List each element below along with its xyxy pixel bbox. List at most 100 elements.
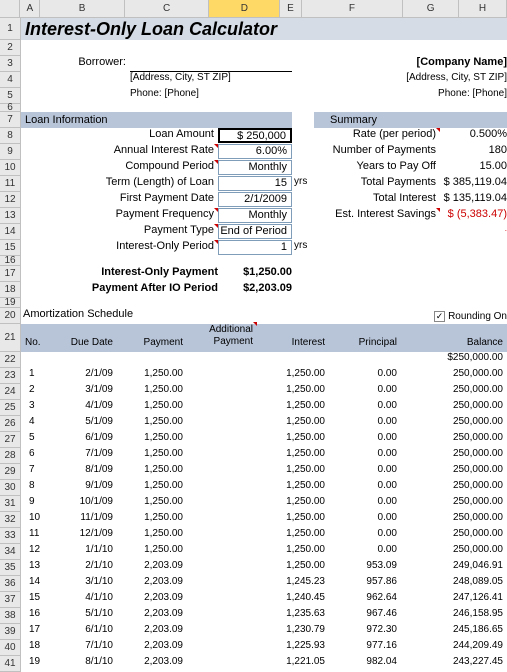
amort-principal: 967.46: [329, 608, 401, 624]
amort-addl[interactable]: [187, 400, 257, 416]
col-header-A[interactable]: A: [20, 0, 40, 17]
amort-addl[interactable]: [187, 480, 257, 496]
loan-info-header: Loan Information: [21, 112, 292, 128]
row-number[interactable]: 35: [0, 560, 21, 576]
row-number[interactable]: 12: [0, 192, 21, 208]
row-number[interactable]: 27: [0, 432, 21, 448]
amort-addl[interactable]: [187, 640, 257, 656]
amort-addl[interactable]: [187, 384, 257, 400]
amort-balance: 245,186.65: [401, 624, 507, 640]
row-number[interactable]: 21: [0, 324, 21, 352]
loan-input[interactable]: 1: [218, 240, 292, 255]
col-header-B[interactable]: B: [40, 0, 124, 17]
row-number[interactable]: 9: [0, 144, 21, 160]
amort-addl[interactable]: [187, 368, 257, 384]
row-number[interactable]: 25: [0, 400, 21, 416]
row-number[interactable]: 40: [0, 640, 21, 656]
amort-addl[interactable]: [187, 448, 257, 464]
row-number[interactable]: 17: [0, 266, 21, 282]
row-number[interactable]: 23: [0, 368, 21, 384]
amort-addl[interactable]: [187, 496, 257, 512]
row-number[interactable]: 4: [0, 72, 21, 88]
row-number[interactable]: 16: [0, 256, 21, 266]
row-number[interactable]: 30: [0, 480, 21, 496]
amort-addl[interactable]: [187, 512, 257, 528]
amort-addl[interactable]: [187, 416, 257, 432]
row-number[interactable]: 8: [0, 128, 21, 144]
amort-balance: 250,000.00: [401, 464, 507, 480]
amort-interest: 1,250.00: [257, 368, 329, 384]
row-number[interactable]: 19: [0, 298, 21, 308]
row-number[interactable]: 24: [0, 384, 21, 400]
row-number[interactable]: 13: [0, 208, 21, 224]
row-number[interactable]: 11: [0, 176, 21, 192]
amort-addl[interactable]: [187, 608, 257, 624]
amort-interest: 1,240.45: [257, 592, 329, 608]
row-number[interactable]: 6: [0, 104, 21, 112]
row-number[interactable]: 29: [0, 464, 21, 480]
amort-balance: 246,158.95: [401, 608, 507, 624]
amort-addl[interactable]: [187, 560, 257, 576]
row-number[interactable]: 38: [0, 608, 21, 624]
row-number[interactable]: 22: [0, 352, 21, 368]
row-number[interactable]: 33: [0, 528, 21, 544]
amort-addl[interactable]: [187, 464, 257, 480]
row-number[interactable]: 31: [0, 496, 21, 512]
row-number[interactable]: 18: [0, 282, 21, 298]
company-phone: Phone: [Phone]: [314, 88, 507, 104]
amort-payment: 1,250.00: [117, 528, 187, 544]
row-number[interactable]: 1: [0, 18, 21, 40]
loan-input[interactable]: 6.00%: [218, 144, 292, 159]
row-number[interactable]: 39: [0, 624, 21, 640]
rounding-checkbox[interactable]: ✓ Rounding On: [292, 308, 507, 324]
row-number[interactable]: 41: [0, 656, 21, 672]
amort-principal: 0.00: [329, 416, 401, 432]
amort-balance: 250,000.00: [401, 416, 507, 432]
loan-input[interactable]: $ 250,000: [218, 128, 292, 143]
row-number[interactable]: 10: [0, 160, 21, 176]
row-number[interactable]: 20: [0, 308, 21, 324]
row-number[interactable]: 14: [0, 224, 21, 240]
borrower-name-field[interactable]: [130, 56, 292, 72]
col-payment: Payment: [117, 335, 187, 350]
row-number[interactable]: 26: [0, 416, 21, 432]
col-header-H[interactable]: H: [459, 0, 507, 17]
col-principal: Principal: [329, 335, 401, 350]
corner-cell[interactable]: [0, 0, 20, 17]
col-header-D[interactable]: D: [209, 0, 280, 17]
row-number[interactable]: 34: [0, 544, 21, 560]
amort-addl[interactable]: [187, 432, 257, 448]
col-header-C[interactable]: C: [125, 0, 209, 17]
amort-payment: 1,250.00: [117, 544, 187, 560]
amort-addl[interactable]: [187, 592, 257, 608]
loan-input[interactable]: Monthly: [218, 160, 292, 175]
summary-value: $ (5,383.47): [440, 208, 507, 224]
row-number[interactable]: 32: [0, 512, 21, 528]
amort-addl[interactable]: [187, 624, 257, 640]
col-header-F[interactable]: F: [302, 0, 404, 17]
amort-addl[interactable]: [187, 656, 257, 672]
amort-principal: 0.00: [329, 400, 401, 416]
amort-balance: 250,000.00: [401, 384, 507, 400]
row-number[interactable]: 2: [0, 40, 21, 56]
loan-input[interactable]: 15: [218, 176, 292, 191]
amort-due: 6/1/09: [51, 432, 117, 448]
page-title: Interest-Only Loan Calculator: [21, 19, 277, 40]
row-number[interactable]: 15: [0, 240, 21, 256]
summary-label: Est. Interest Savings: [314, 208, 440, 224]
col-header-G[interactable]: G: [403, 0, 459, 17]
row-number[interactable]: 37: [0, 592, 21, 608]
row-number[interactable]: 28: [0, 448, 21, 464]
amort-addl[interactable]: [187, 576, 257, 592]
amort-addl[interactable]: [187, 544, 257, 560]
amort-balance: 250,000.00: [401, 368, 507, 384]
row-number[interactable]: 7: [0, 112, 21, 128]
row-number[interactable]: 36: [0, 576, 21, 592]
loan-input[interactable]: End of Period: [218, 224, 292, 239]
amort-due: 8/1/10: [51, 656, 117, 672]
col-header-E[interactable]: E: [280, 0, 301, 17]
amort-addl[interactable]: [187, 528, 257, 544]
row-number[interactable]: 3: [0, 56, 21, 72]
loan-input[interactable]: Monthly: [218, 208, 292, 223]
loan-input[interactable]: 2/1/2009: [218, 192, 292, 207]
